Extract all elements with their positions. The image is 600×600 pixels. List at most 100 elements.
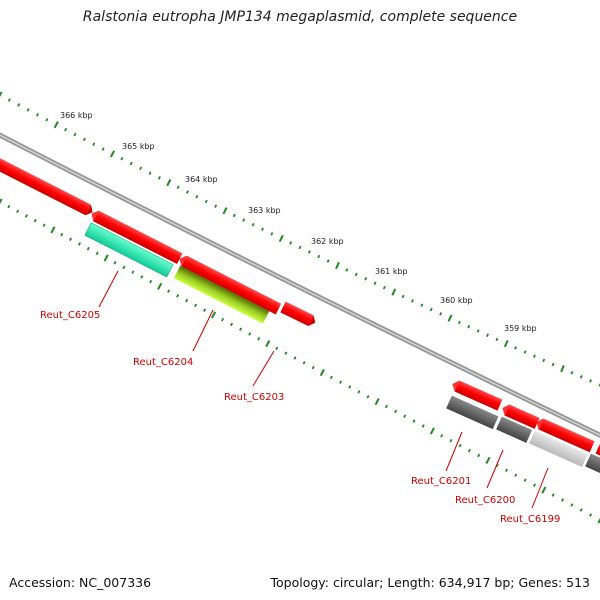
minor-tick xyxy=(221,317,225,322)
minor-tick xyxy=(73,132,77,137)
minor-tick xyxy=(139,166,143,171)
major-tick xyxy=(265,340,271,348)
map-title: Ralstonia eutropha JMP134 megaplasmid, c… xyxy=(82,9,518,25)
minor-tick xyxy=(7,98,11,102)
minor-tick xyxy=(421,424,425,428)
gene-forward xyxy=(536,418,595,453)
minor-tick xyxy=(326,259,330,263)
minor-tick xyxy=(373,281,377,285)
minor-tick xyxy=(64,127,68,132)
minor-tick xyxy=(289,241,293,245)
minor-tick xyxy=(232,213,236,218)
major-tick xyxy=(374,398,380,406)
major-tick xyxy=(335,261,340,270)
minor-tick xyxy=(579,375,583,379)
minor-tick xyxy=(140,275,144,279)
minor-tick xyxy=(157,176,161,180)
minor-tick xyxy=(148,171,152,175)
minor-tick xyxy=(514,346,518,350)
minor-tick xyxy=(129,161,133,166)
gene-forward xyxy=(502,404,540,429)
leader-line xyxy=(445,431,463,472)
minor-tick xyxy=(429,307,433,312)
leader-line xyxy=(192,309,214,352)
minor-tick xyxy=(203,308,207,312)
gene-leader-lines xyxy=(98,270,549,509)
minor-tick xyxy=(317,254,321,259)
minor-tick xyxy=(439,312,443,316)
kbp-label: 365 kbp xyxy=(122,142,155,151)
gene-label: Reut_C6201 xyxy=(411,476,471,487)
minor-tick xyxy=(24,214,28,218)
minor-tick xyxy=(149,279,153,284)
kbp-label: 364 kbp xyxy=(185,175,218,184)
leader-line xyxy=(531,467,549,509)
minor-tick xyxy=(570,503,574,507)
minor-tick xyxy=(239,327,243,331)
minor-tick xyxy=(440,434,444,438)
minor-tick xyxy=(293,356,297,360)
minor-tick xyxy=(261,227,264,232)
gene-label: Reut_C6200 xyxy=(455,495,515,506)
minor-tick xyxy=(412,419,416,423)
minor-tick xyxy=(523,478,527,482)
kbp-label: 366 kbp xyxy=(60,111,93,120)
plasmid-backbone xyxy=(0,132,600,438)
minor-tick xyxy=(366,394,370,399)
minor-tick xyxy=(113,260,117,265)
accession-text: Accession: NC_007336 xyxy=(9,575,152,590)
major-tick xyxy=(53,121,59,129)
minor-tick xyxy=(449,438,453,443)
minor-tick xyxy=(505,468,508,473)
minor-tick xyxy=(533,483,536,487)
major-tick xyxy=(503,339,509,348)
gene-reut-c6204 xyxy=(173,265,270,324)
gene-forward xyxy=(452,380,503,411)
minor-tick xyxy=(357,390,361,394)
minor-tick xyxy=(251,222,255,227)
minor-tick xyxy=(298,245,302,250)
gene-label: Reut_C6203 xyxy=(224,392,284,403)
major-tick xyxy=(222,207,228,215)
minor-tick xyxy=(270,232,274,236)
major-tick xyxy=(560,364,565,373)
minor-tick xyxy=(185,298,189,303)
minor-tick xyxy=(284,351,288,355)
kbp-label: 362 kbp xyxy=(311,237,344,246)
minor-tick xyxy=(457,320,461,325)
gene-label: Reut_C6205 xyxy=(40,310,100,321)
minor-tick xyxy=(195,195,199,199)
minor-tick xyxy=(86,246,90,251)
minor-tick xyxy=(394,409,398,414)
major-tick xyxy=(485,456,491,464)
gene-partial xyxy=(585,453,600,479)
minor-tick xyxy=(570,371,574,375)
leader-line xyxy=(98,270,119,308)
major-tick xyxy=(110,150,115,158)
kbp-label: 363 kbp xyxy=(248,206,281,215)
major-tick xyxy=(211,311,217,319)
minor-tick xyxy=(69,237,73,242)
major-tick xyxy=(278,234,284,243)
kbp-label: 360 kbp xyxy=(440,296,473,305)
minor-tick xyxy=(92,142,96,146)
gene-label: Reut_C6199 xyxy=(500,514,560,525)
gene-labels: Reut_C6205 Reut_C6204 Reut_C6203 Reut_C6… xyxy=(40,310,560,525)
inner-tick-marks xyxy=(0,198,600,524)
forward-strand-genes xyxy=(0,157,600,462)
major-tick xyxy=(0,198,3,205)
minor-tick xyxy=(561,498,564,502)
kbp-label: 361 kbp xyxy=(375,267,408,276)
gene-forward xyxy=(280,301,316,326)
gene-reut-c6201 xyxy=(446,395,499,430)
minor-tick xyxy=(345,268,349,272)
major-tick xyxy=(50,226,56,234)
minor-tick xyxy=(16,209,20,214)
minor-tick xyxy=(302,361,306,365)
minor-tick xyxy=(204,199,208,204)
minor-tick xyxy=(82,137,86,142)
minor-tick xyxy=(384,404,388,409)
kbp-scale-labels: 366 kbp 365 kbp 364 kbp 363 kbp 362 kbp … xyxy=(60,111,537,333)
minor-tick xyxy=(364,277,368,281)
gene-label: Reut_C6204 xyxy=(133,357,193,368)
